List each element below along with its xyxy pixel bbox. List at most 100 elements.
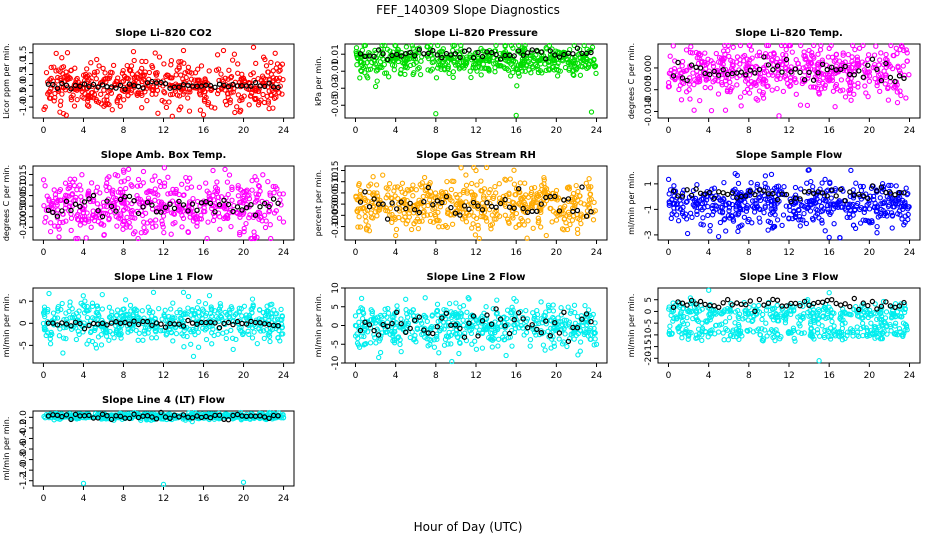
data-point — [707, 222, 713, 229]
data-point — [696, 55, 702, 61]
y-tick-label: -5 — [19, 341, 29, 350]
data-point — [386, 181, 393, 187]
reference-point — [484, 312, 490, 318]
reference-point — [225, 83, 232, 90]
data-point — [432, 323, 438, 330]
data-point — [852, 46, 858, 53]
data-point — [478, 72, 484, 78]
data-point — [86, 103, 92, 109]
data-point — [905, 211, 911, 218]
data-point — [587, 191, 593, 198]
data-point — [541, 177, 547, 183]
data-point — [400, 325, 406, 332]
data-point — [505, 216, 511, 222]
data-point — [45, 330, 51, 336]
data-point — [109, 309, 115, 315]
data-point — [538, 56, 544, 63]
reference-point — [104, 198, 110, 204]
reference-point — [194, 207, 200, 213]
data-point — [194, 305, 201, 311]
data-point — [78, 187, 84, 193]
data-point — [551, 67, 557, 73]
data-point — [169, 113, 175, 119]
data-point — [846, 79, 853, 86]
data-point — [58, 98, 64, 104]
data-point — [225, 76, 231, 82]
data-series — [353, 42, 599, 119]
reference-point — [375, 332, 382, 338]
reference-point — [122, 86, 128, 92]
data-point — [765, 227, 771, 233]
data-point — [251, 95, 258, 102]
data-series — [352, 295, 600, 365]
x-tick-label: 0 — [353, 126, 359, 136]
data-point — [246, 102, 252, 108]
data-point — [411, 55, 417, 62]
data-point — [459, 216, 466, 222]
data-point — [86, 337, 92, 344]
data-point — [153, 329, 159, 335]
data-point — [539, 70, 545, 76]
data-point — [862, 83, 868, 89]
data-point — [266, 333, 273, 340]
y-tick-label: 10 — [331, 282, 341, 294]
data-point — [367, 66, 374, 72]
x-tick-label: 16 — [823, 371, 835, 381]
reference-point — [203, 199, 209, 205]
data-point — [518, 196, 524, 202]
data-point — [683, 216, 690, 222]
data-point — [373, 340, 379, 346]
data-point — [128, 328, 134, 334]
y-tick-label: 0 — [19, 320, 29, 326]
data-point — [558, 305, 564, 311]
data-point — [730, 44, 736, 50]
data-point — [265, 178, 271, 185]
data-point — [139, 199, 146, 205]
data-point — [889, 225, 895, 231]
data-point — [75, 235, 81, 242]
data-point — [479, 56, 485, 62]
data-point — [159, 221, 166, 227]
data-point — [102, 75, 109, 82]
reference-point — [547, 333, 554, 339]
data-point — [798, 42, 804, 49]
outlier-point — [220, 47, 227, 54]
data-point — [822, 327, 828, 334]
data-point — [176, 59, 182, 65]
data-point — [266, 105, 272, 112]
data-point — [145, 83, 151, 89]
data-point — [856, 45, 863, 51]
reference-point — [684, 187, 690, 193]
x-tick-label: 20 — [238, 126, 250, 136]
data-point — [591, 199, 597, 206]
data-point — [66, 193, 72, 199]
reference-point — [466, 320, 472, 326]
data-point — [577, 339, 584, 345]
data-point — [533, 199, 539, 205]
data-point — [807, 208, 814, 214]
reference-point — [516, 48, 522, 54]
data-point — [490, 306, 496, 312]
data-point — [789, 49, 795, 55]
data-point — [217, 303, 224, 309]
data-point — [764, 83, 770, 90]
data-point — [274, 186, 280, 192]
data-point — [492, 183, 498, 190]
data-point — [252, 174, 258, 180]
data-point — [42, 183, 48, 189]
y-tick-label: 0.0 — [19, 78, 29, 93]
data-point — [509, 343, 515, 349]
data-point — [575, 197, 581, 203]
data-point — [737, 94, 744, 100]
data-point — [170, 300, 176, 306]
data-point — [872, 61, 878, 68]
data-point — [850, 42, 856, 49]
data-point — [838, 77, 845, 83]
data-point — [142, 229, 148, 236]
data-point — [726, 53, 732, 60]
data-point — [198, 212, 204, 218]
data-point — [460, 322, 467, 328]
data-point — [165, 174, 171, 180]
data-point — [51, 98, 57, 104]
data-point — [68, 97, 75, 103]
